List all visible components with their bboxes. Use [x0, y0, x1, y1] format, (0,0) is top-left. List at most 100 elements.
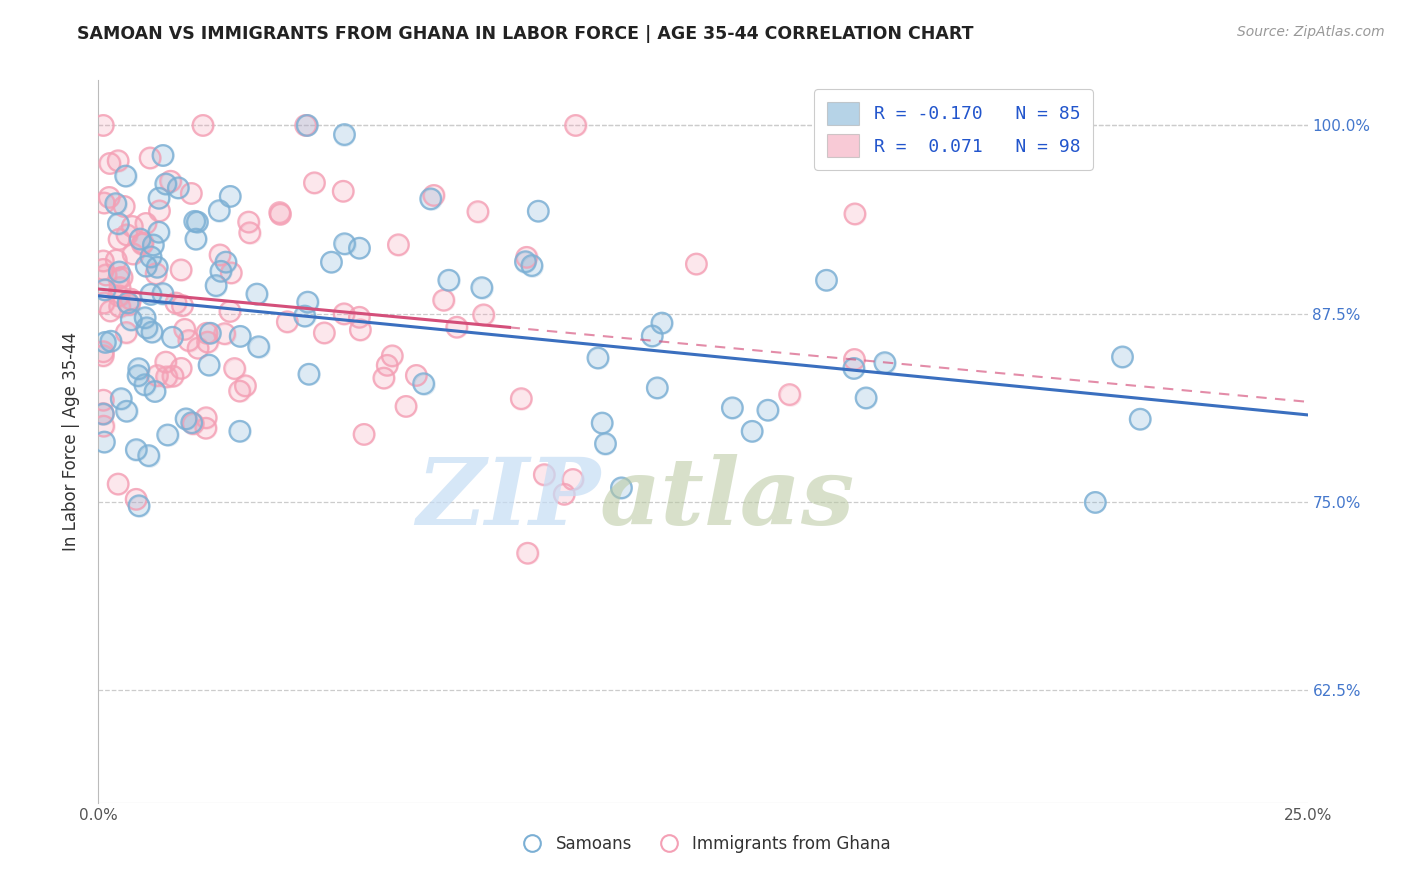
Point: [138, 449, 160, 463]
Point: [224, 361, 246, 376]
Point: [246, 287, 269, 301]
Point: [177, 334, 200, 348]
Point: [146, 260, 169, 275]
Point: [177, 334, 200, 348]
Point: [294, 119, 316, 133]
Point: [561, 473, 583, 487]
Point: [162, 369, 184, 384]
Point: [180, 416, 202, 430]
Point: [741, 425, 763, 439]
Point: [419, 192, 441, 206]
Point: [139, 287, 162, 301]
Point: [298, 368, 321, 382]
Point: [395, 400, 418, 414]
Point: [107, 153, 129, 168]
Point: [873, 356, 896, 370]
Point: [105, 253, 128, 268]
Point: [1111, 350, 1133, 364]
Point: [170, 263, 193, 277]
Point: [108, 265, 131, 279]
Point: [247, 340, 270, 354]
Point: [181, 417, 204, 431]
Point: [381, 349, 404, 363]
Point: [333, 128, 356, 142]
Point: [208, 248, 231, 262]
Point: [373, 371, 395, 385]
Point: [685, 257, 707, 271]
Point: [235, 378, 257, 392]
Point: [197, 335, 219, 350]
Point: [111, 270, 134, 285]
Point: [561, 473, 583, 487]
Point: [200, 326, 222, 341]
Point: [815, 273, 838, 287]
Point: [94, 283, 117, 297]
Point: [269, 205, 291, 219]
Point: [156, 428, 179, 442]
Point: [172, 299, 194, 313]
Point: [167, 181, 190, 195]
Point: [1111, 350, 1133, 364]
Point: [353, 427, 375, 442]
Point: [129, 232, 152, 246]
Point: [721, 401, 744, 415]
Point: [381, 349, 404, 363]
Point: [333, 128, 356, 142]
Point: [187, 341, 209, 355]
Point: [333, 307, 356, 321]
Text: ZIP: ZIP: [416, 454, 600, 544]
Point: [467, 204, 489, 219]
Point: [527, 204, 550, 219]
Point: [132, 235, 155, 250]
Point: [516, 546, 538, 560]
Point: [228, 384, 250, 398]
Point: [228, 384, 250, 398]
Point: [120, 292, 142, 306]
Point: [107, 289, 129, 303]
Point: [844, 352, 866, 367]
Point: [208, 203, 231, 218]
Point: [148, 203, 170, 218]
Point: [148, 203, 170, 218]
Point: [395, 400, 418, 414]
Point: [170, 263, 193, 277]
Point: [269, 207, 291, 221]
Point: [91, 344, 114, 359]
Point: [128, 361, 150, 376]
Point: [107, 217, 129, 231]
Point: [197, 335, 219, 350]
Point: [298, 368, 321, 382]
Point: [208, 248, 231, 262]
Point: [145, 267, 167, 281]
Point: [215, 255, 238, 269]
Point: [170, 361, 193, 376]
Point: [135, 217, 157, 231]
Point: [181, 417, 204, 431]
Point: [472, 308, 495, 322]
Point: [110, 392, 132, 406]
Point: [191, 119, 214, 133]
Point: [219, 189, 242, 203]
Point: [198, 358, 221, 372]
Point: [125, 442, 148, 457]
Point: [214, 326, 236, 341]
Point: [134, 377, 156, 392]
Point: [235, 378, 257, 392]
Point: [139, 250, 162, 264]
Point: [297, 295, 319, 310]
Point: [187, 341, 209, 355]
Point: [229, 329, 252, 343]
Point: [842, 361, 865, 376]
Point: [148, 191, 170, 205]
Point: [173, 322, 195, 336]
Point: [91, 254, 114, 268]
Point: [741, 425, 763, 439]
Point: [219, 266, 242, 280]
Point: [195, 410, 218, 425]
Point: [135, 320, 157, 334]
Point: [172, 299, 194, 313]
Point: [155, 355, 177, 369]
Point: [94, 268, 117, 282]
Point: [349, 310, 371, 325]
Point: [294, 309, 316, 323]
